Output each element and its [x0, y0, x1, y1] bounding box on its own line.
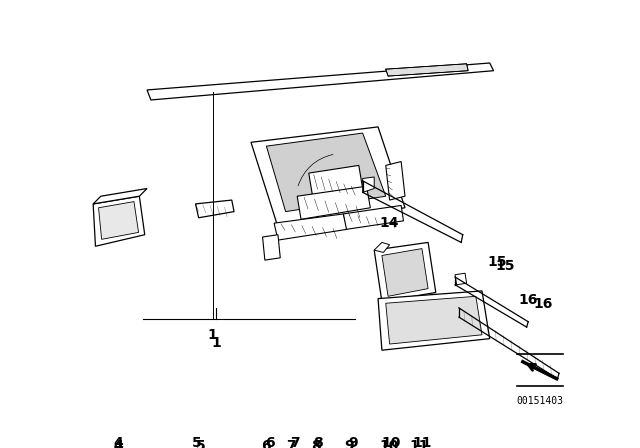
Text: 1: 1 — [207, 328, 218, 342]
Text: 10: 10 — [381, 435, 401, 448]
Text: 8: 8 — [313, 435, 323, 448]
Polygon shape — [386, 64, 468, 76]
Polygon shape — [196, 200, 234, 218]
Polygon shape — [262, 235, 280, 260]
Text: 4: 4 — [114, 439, 124, 448]
Polygon shape — [99, 202, 139, 239]
Polygon shape — [382, 249, 428, 296]
Text: 11: 11 — [409, 439, 429, 448]
Text: 9: 9 — [348, 435, 358, 448]
Polygon shape — [386, 162, 405, 200]
Polygon shape — [266, 133, 386, 211]
Text: 1: 1 — [211, 336, 221, 349]
Polygon shape — [374, 242, 390, 252]
Text: 5: 5 — [192, 435, 202, 448]
Polygon shape — [308, 165, 363, 196]
Polygon shape — [251, 127, 405, 227]
Polygon shape — [374, 242, 436, 302]
Text: 16: 16 — [534, 297, 554, 311]
Text: 6: 6 — [262, 439, 271, 448]
Text: 15: 15 — [488, 254, 507, 269]
Polygon shape — [344, 206, 403, 229]
Text: 7: 7 — [286, 439, 296, 448]
Text: 15: 15 — [495, 258, 515, 272]
Polygon shape — [378, 291, 490, 350]
Text: 14: 14 — [380, 216, 399, 230]
Text: 9: 9 — [345, 439, 355, 448]
Text: 10: 10 — [380, 439, 399, 448]
Polygon shape — [147, 63, 493, 100]
Text: 00151403: 00151403 — [516, 396, 563, 405]
Text: 4: 4 — [114, 435, 124, 448]
Text: 11: 11 — [412, 435, 432, 448]
Text: 7: 7 — [290, 435, 300, 448]
Polygon shape — [93, 189, 147, 204]
Polygon shape — [386, 296, 482, 344]
Text: 4: 4 — [114, 439, 124, 448]
Polygon shape — [455, 273, 467, 285]
Text: 16: 16 — [518, 293, 538, 307]
Text: 6: 6 — [266, 435, 275, 448]
Text: 8: 8 — [312, 439, 321, 448]
Polygon shape — [274, 214, 348, 240]
Text: 5: 5 — [196, 439, 206, 448]
Polygon shape — [297, 186, 371, 220]
Polygon shape — [93, 196, 145, 246]
Polygon shape — [363, 177, 374, 192]
